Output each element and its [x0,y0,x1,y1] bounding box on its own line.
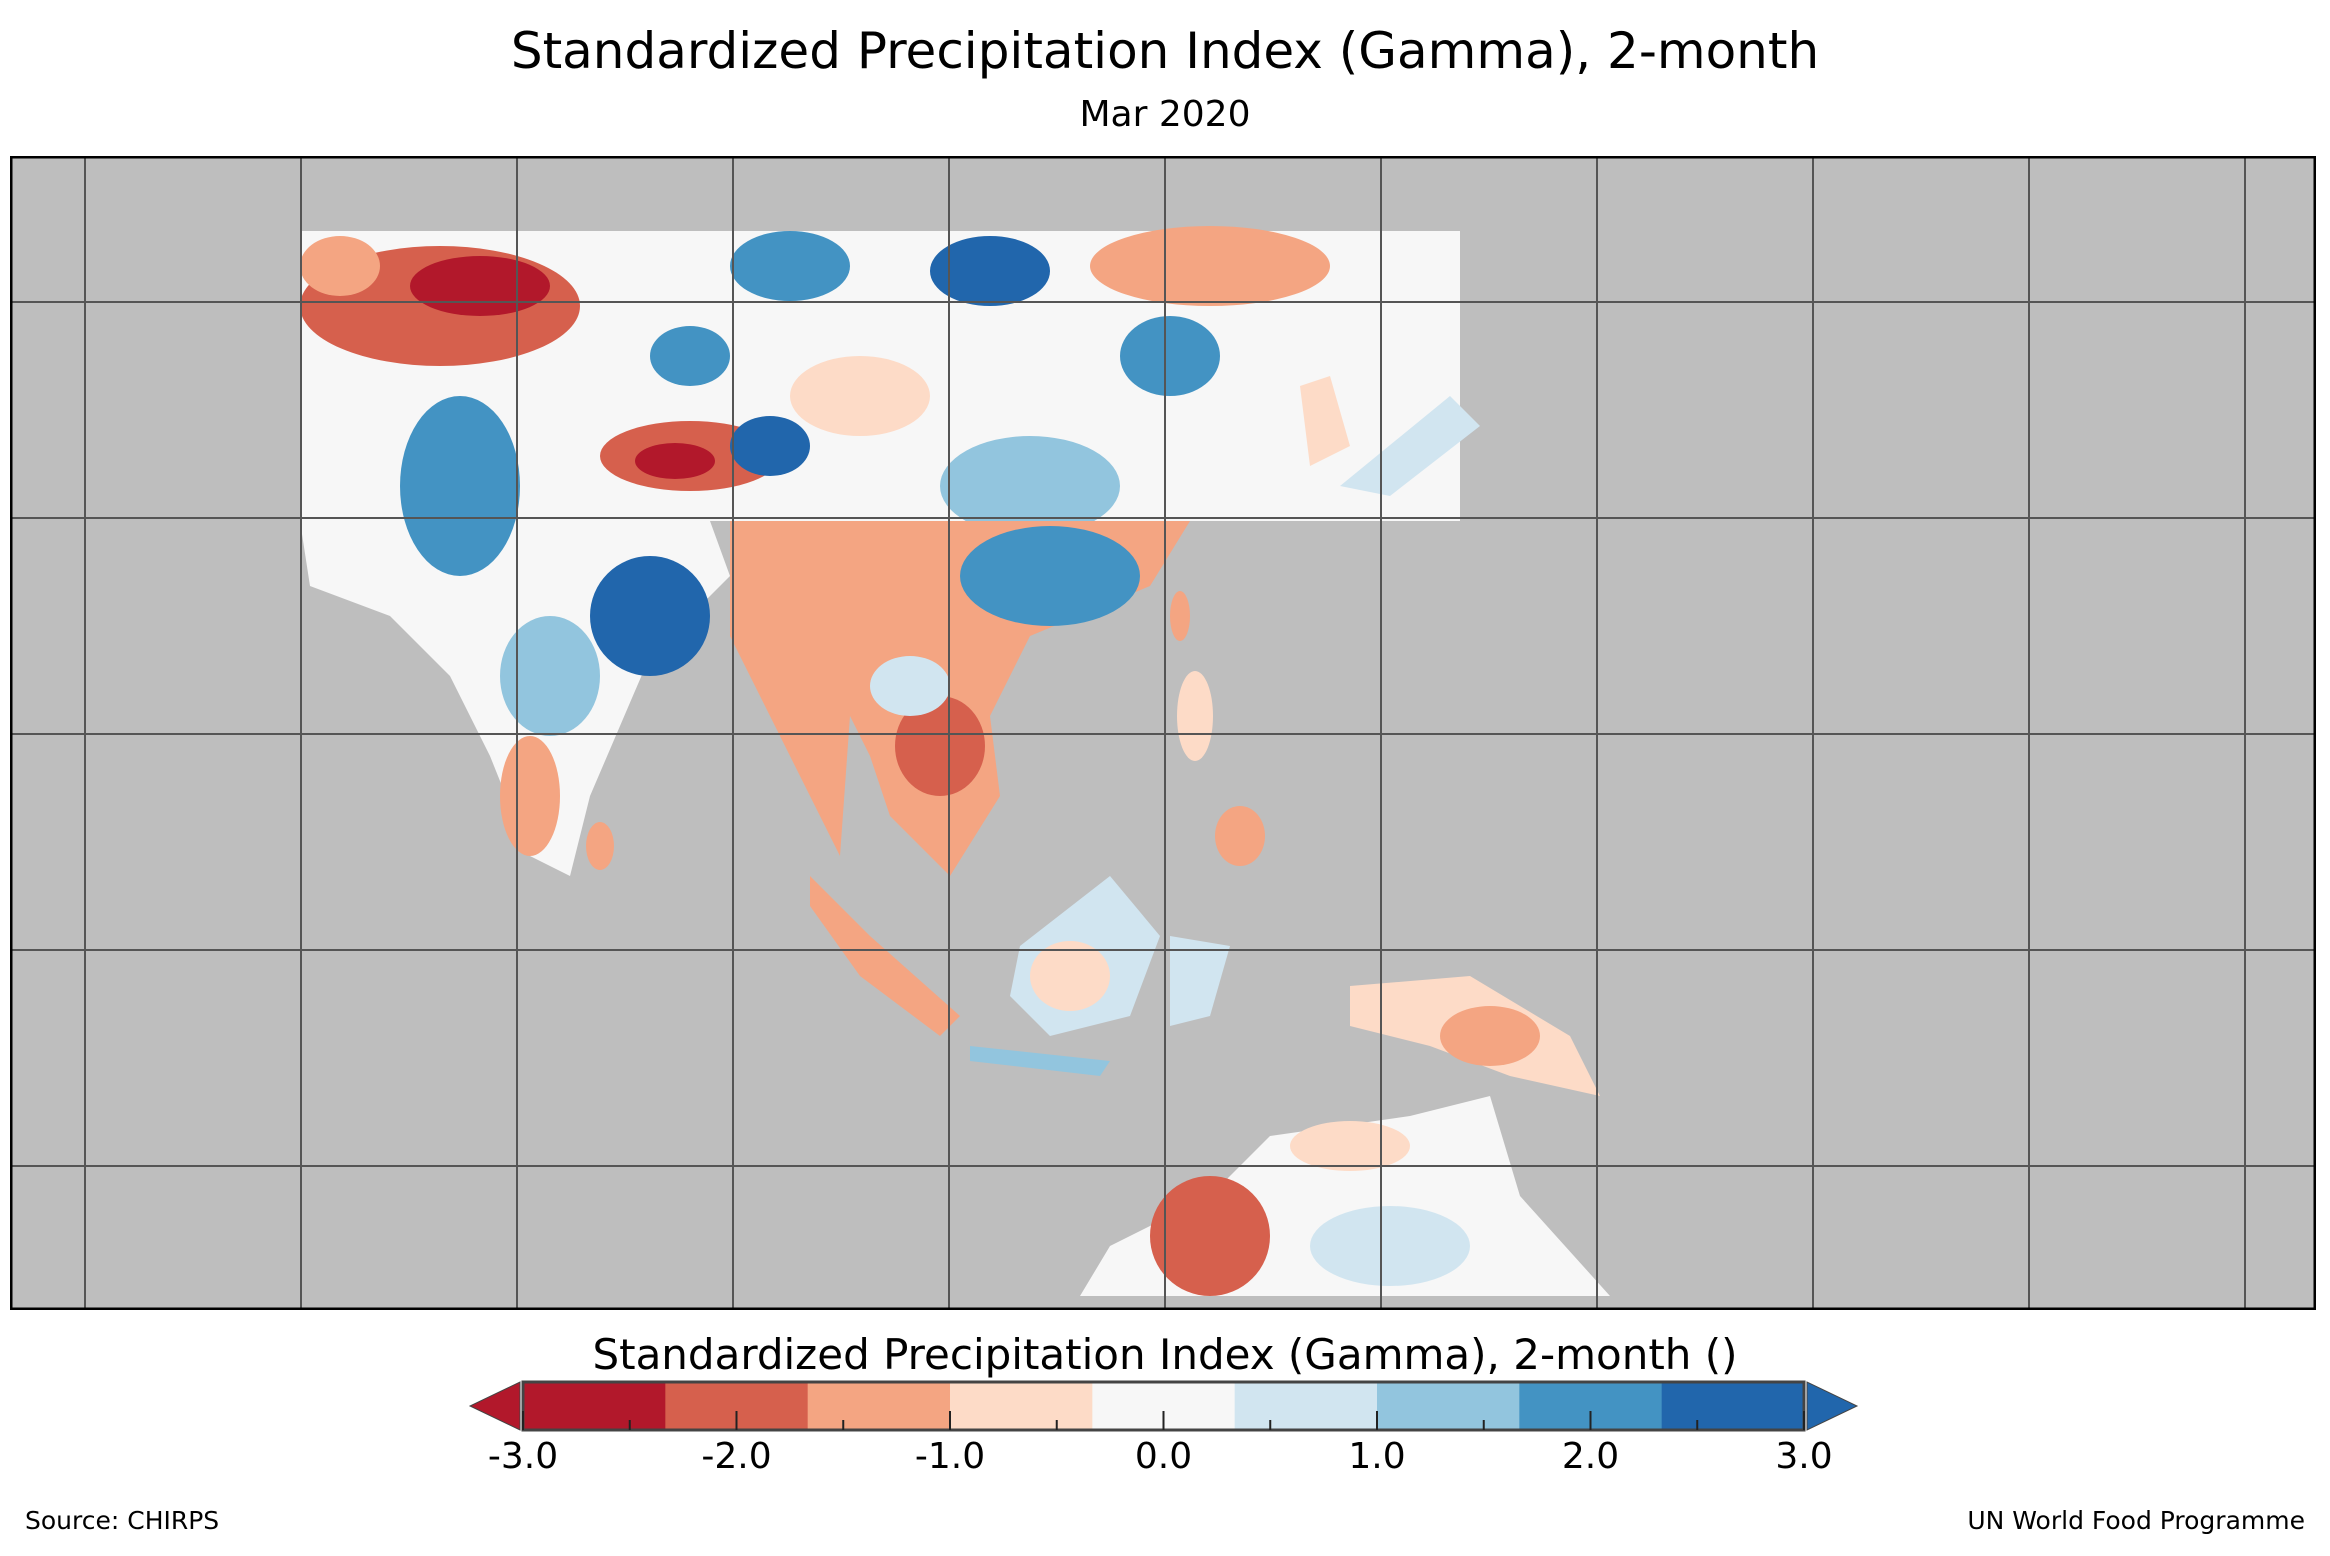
colorbar-title: Standardized Precipitation Index (Gamma)… [592,1330,1738,1379]
land-data [300,226,1610,1296]
source-label: Source: CHIRPS [25,1506,220,1535]
colorbar-tick-label: 1.0 [1348,1436,1406,1477]
colorbar-tick-label: -1.0 [914,1436,986,1477]
colorbar-tick-label: -3.0 [487,1436,559,1477]
map-frame [10,156,2316,1310]
map-title: Standardized Precipitation Index (Gamma)… [510,22,1820,80]
colorbar-extend-high [1806,1381,1859,1431]
colorbar-tick-label: 0.0 [1134,1436,1193,1477]
credit-label: UN World Food Programme [1967,1506,2305,1535]
colorbar-bin [1661,1382,1805,1430]
colorbar-extend-low [468,1381,521,1431]
colorbar-bin [1377,1382,1520,1430]
map-subtitle: Mar 2020 [1079,94,1251,135]
colorbar-tick-label: 3.0 [1775,1436,1833,1477]
colorbar-bin [807,1382,951,1430]
graticule [10,156,2316,1310]
colorbar-bin [523,1382,666,1430]
colorbar-bin [950,1382,1093,1430]
colorbar-bin [1234,1382,1378,1430]
colorbar [468,1380,1859,1432]
colorbar-tick-label: 2.0 [1561,1436,1620,1477]
spi-map [10,156,2316,1310]
colorbar-tick-label: -2.0 [701,1436,772,1477]
